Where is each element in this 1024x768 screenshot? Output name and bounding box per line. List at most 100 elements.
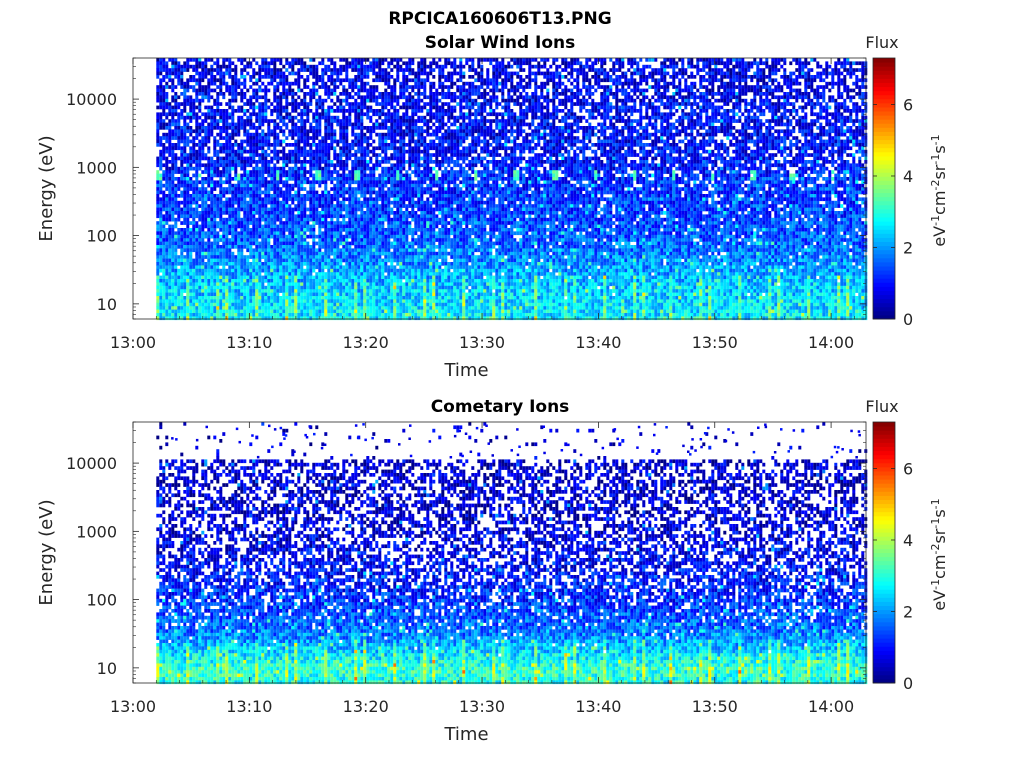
heatmap-cell — [606, 75, 609, 79]
heatmap-cell — [228, 72, 231, 76]
heatmap-cell — [285, 58, 288, 62]
heatmap-cell — [189, 58, 192, 62]
heatmap-cell — [855, 75, 858, 79]
heatmap-cell — [417, 78, 420, 82]
heatmap-cell — [744, 72, 747, 76]
heatmap-cell — [711, 61, 714, 65]
heatmap-cell — [729, 72, 732, 76]
heatmap-cell — [615, 78, 618, 82]
heatmap-cell — [222, 82, 225, 86]
heatmap-cell — [696, 61, 699, 65]
heatmap-cell — [528, 68, 531, 72]
heatmap-cell — [468, 75, 471, 79]
heatmap-cell — [654, 72, 657, 76]
figure-canvas: RPCICA160606T13.PNG Solar Wind Ions 13:0… — [0, 0, 1024, 768]
heatmap-cell — [717, 58, 720, 62]
heatmap-cell — [402, 61, 405, 65]
heatmap-cell — [738, 65, 741, 69]
heatmap-cell — [231, 82, 234, 86]
heatmap-cell — [456, 72, 459, 76]
heatmap-cell — [582, 78, 585, 82]
heatmap-cell — [438, 65, 441, 69]
heatmap-cell — [861, 61, 864, 65]
heatmap-cell — [534, 72, 537, 76]
heatmap-cell — [195, 68, 198, 72]
heatmap-cell — [294, 61, 297, 65]
heatmap-cell — [576, 78, 579, 82]
heatmap-cell — [786, 75, 789, 79]
heatmap-cell — [261, 68, 264, 72]
heatmap-cell — [546, 75, 549, 79]
heatmap-cell — [345, 78, 348, 82]
heatmap-cell — [309, 68, 312, 72]
heatmap-cell — [318, 75, 321, 79]
heatmap-cell — [162, 61, 165, 65]
heatmap-cell — [750, 75, 753, 79]
heatmap-cell — [774, 65, 777, 69]
heatmap-cell — [798, 61, 801, 65]
heatmap-cell — [219, 75, 222, 79]
heatmap-cell — [597, 72, 600, 76]
heatmap-cell — [759, 78, 762, 82]
heatmap-cell — [537, 61, 540, 65]
heatmap-cell — [375, 72, 378, 76]
heatmap-cell — [177, 78, 180, 82]
heatmap-cell — [408, 78, 411, 82]
heatmap-cell — [582, 72, 585, 76]
heatmap-cell — [345, 68, 348, 72]
heatmap-cell — [609, 75, 612, 79]
heatmap-cell — [687, 75, 690, 79]
heatmap-cell — [639, 75, 642, 79]
heatmap-cell — [357, 58, 360, 62]
heatmap-cell — [255, 78, 258, 82]
heatmap-cell — [519, 58, 522, 62]
heatmap-cell — [408, 61, 411, 65]
heatmap-cell — [198, 75, 201, 79]
heatmap-cell — [192, 78, 195, 82]
heatmap-cell — [795, 58, 798, 62]
heatmap-cell — [267, 68, 270, 72]
heatmap-cell — [267, 61, 270, 65]
heatmap-cell — [168, 72, 171, 76]
heatmap-cell — [453, 68, 456, 72]
heatmap-cell — [273, 72, 276, 76]
heatmap-cell — [510, 65, 513, 69]
heatmap-cell — [426, 65, 429, 69]
heatmap-cell — [357, 61, 360, 65]
heatmap-cell — [225, 68, 228, 72]
heatmap-cell — [600, 65, 603, 69]
heatmap-cell — [699, 68, 702, 72]
heatmap-cell — [813, 78, 816, 82]
heatmap-cell — [753, 58, 756, 62]
heatmap-cell — [225, 65, 228, 69]
heatmap-cell — [207, 78, 210, 82]
heatmap-cell — [537, 72, 540, 76]
heatmap-cell — [276, 58, 279, 62]
heatmap-cell — [165, 75, 168, 79]
heatmap-cell — [282, 78, 285, 82]
heatmap-cell — [342, 68, 345, 72]
heatmap-cell — [210, 75, 213, 79]
heatmap-cell — [312, 65, 315, 69]
heatmap-cell — [426, 72, 429, 76]
heatmap-cell — [834, 61, 837, 65]
heatmap-cell — [405, 68, 408, 72]
heatmap-cell — [213, 61, 216, 65]
heatmap-cell — [231, 78, 234, 82]
heatmap-cell — [630, 58, 633, 62]
heatmap-cell — [807, 72, 810, 76]
heatmap-cell — [813, 58, 816, 62]
heatmap-cell — [516, 61, 519, 65]
heatmap-cell — [168, 58, 171, 62]
heatmap-cell — [615, 61, 618, 65]
heatmap-cell — [654, 78, 657, 82]
heatmap-cell — [804, 58, 807, 62]
heatmap-cell — [498, 65, 501, 69]
heatmap-cell — [843, 58, 846, 62]
heatmap-cell — [741, 75, 744, 79]
heatmap-cell — [264, 68, 267, 72]
heatmap-cell — [759, 72, 762, 76]
heatmap-cell — [552, 75, 555, 79]
heatmap-cell — [300, 68, 303, 72]
heatmap-cell — [711, 78, 714, 82]
